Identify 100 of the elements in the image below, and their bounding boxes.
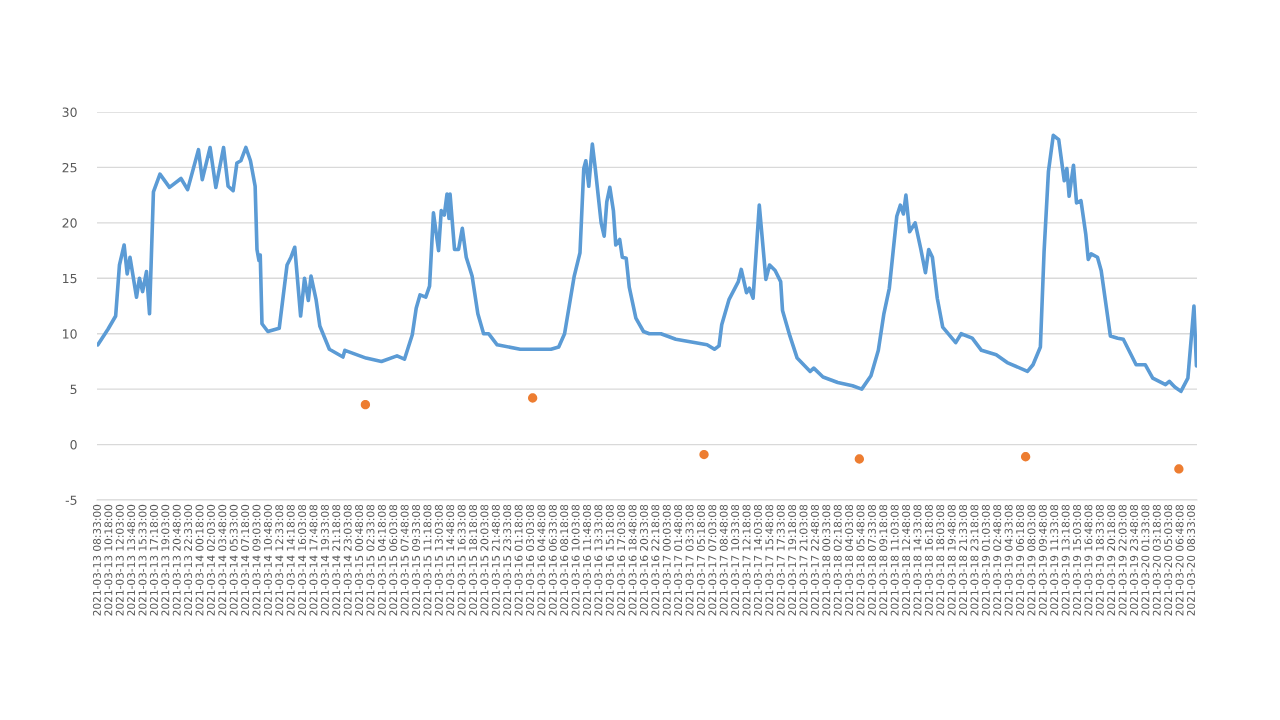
x-tick-label: 2021-03-18 16:18:08 — [924, 504, 933, 616]
x-tick-label: 2021-03-16 15:18:08 — [605, 504, 614, 616]
x-tick-label: 2021-03-18 09:18:08 — [879, 504, 888, 616]
x-tick-label: 2021-03-15 13:03:08 — [434, 504, 443, 616]
x-tick-label: 2021-03-18 05:48:08 — [856, 504, 865, 616]
x-tick-label: 2021-03-16 17:03:08 — [617, 504, 626, 616]
x-tick-label: 2021-03-13 13:48:00 — [127, 504, 136, 616]
x-tick-label: 2021-03-16 13:33:08 — [594, 504, 603, 616]
x-tick-label: 2021-03-14 19:33:08 — [320, 504, 329, 616]
x-tick-label: 2021-03-16 04:48:08 — [537, 504, 546, 616]
x-tick-label: 2021-03-18 12:48:08 — [902, 504, 911, 616]
x-tick-label: 2021-03-20 06:48:08 — [1175, 504, 1184, 616]
x-tick-label: 2021-03-18 11:03:08 — [890, 504, 899, 616]
x-tick-label: 2021-03-16 22:18:08 — [651, 504, 660, 616]
x-tick-label: 2021-03-14 05:33:00 — [229, 504, 238, 616]
y-tick-label: 10 — [63, 329, 77, 339]
x-tick-label: 2021-03-13 15:33:00 — [138, 504, 147, 616]
x-tick-label: 2021-03-18 18:03:08 — [936, 504, 945, 616]
x-tick-label: 2021-03-13 22:33:00 — [184, 504, 193, 616]
x-tick-label: 2021-03-20 08:33:08 — [1186, 504, 1195, 616]
y-tick-label: 0 — [70, 440, 77, 450]
y-tick-label: 15 — [63, 273, 77, 284]
y-tick-label: 30 — [62, 107, 77, 117]
line-series — [97, 133, 1197, 394]
x-tick-label: 2021-03-13 10:18:00 — [104, 504, 113, 616]
x-tick-label: 2021-03-17 00:03:08 — [662, 504, 671, 616]
x-tick-label: 2021-03-14 07:18:00 — [241, 504, 250, 616]
x-tick-label: 2021-03-15 09:33:08 — [412, 504, 421, 616]
x-tick-label: 2021-03-15 14:48:08 — [446, 504, 455, 616]
x-tick-label: 2021-03-17 10:33:08 — [731, 504, 740, 616]
y-tick-label: -5 — [65, 495, 77, 505]
x-tick-label: 2021-03-17 15:48:08 — [765, 504, 774, 616]
x-tick-label: 2021-03-18 19:48:08 — [947, 504, 956, 616]
x-tick-label: 2021-03-15 18:18:08 — [469, 504, 477, 616]
x-tick-label: 2021-03-15 20:03:08 — [480, 504, 489, 616]
x-tick-label: 2021-03-18 14:33:08 — [913, 504, 922, 616]
x-tick-label: 2021-03-19 01:03:08 — [981, 504, 990, 616]
x-tick-label: 2021-03-14 10:48:00 — [263, 504, 272, 616]
x-tick-label: 2021-03-16 08:18:08 — [560, 504, 569, 616]
x-tick-label: 2021-03-15 16:33:08 — [457, 504, 466, 616]
x-tick-label: 2021-03-17 19:18:08 — [788, 504, 797, 616]
point — [854, 454, 865, 464]
x-tick-label: 2021-03-18 21:33:08 — [959, 504, 968, 616]
x-tick-label: 2021-03-13 19:03:00 — [161, 504, 170, 616]
x-tick-label: 2021-03-17 12:18:08 — [742, 504, 751, 616]
x-tick-label: 2021-03-17 22:48:08 — [810, 504, 819, 616]
x-tick-label: 2021-03-14 12:33:08 — [275, 504, 284, 616]
x-tick-label: 2021-03-16 06:33:08 — [548, 504, 557, 616]
x-tick-label: 2021-03-19 23:48:08 — [1130, 504, 1138, 616]
x-tick-label: 2021-03-17 05:18:08 — [696, 504, 705, 616]
x-tick-label: 2021-03-17 17:33:08 — [776, 504, 785, 616]
x-tick-label: 2021-03-18 07:33:08 — [867, 504, 876, 616]
x-tick-label: 2021-03-16 03:03:08 — [526, 504, 534, 616]
x-tick-label: 2021-03-15 11:18:08 — [423, 504, 432, 616]
x-tick-label: 2021-03-14 03:48:00 — [218, 504, 227, 616]
x-tick-label: 2021-03-18 00:33:08 — [822, 504, 831, 616]
x-tick-label: 2021-03-16 18:48:08 — [628, 504, 637, 616]
x-tick-label: 2021-03-17 07:03:08 — [708, 504, 717, 616]
x-tick-label: 2021-03-14 21:18:08 — [332, 504, 341, 616]
x-tick-label: 2021-03-20 03:18:08 — [1152, 504, 1161, 616]
x-tick-label: 2021-03-17 08:48:08 — [719, 504, 728, 616]
x-tick-label: 2021-03-14 14:18:08 — [286, 504, 295, 616]
x-tick-label: 2021-03-18 02:18:08 — [833, 504, 842, 616]
x-tick-label: 2021-03-16 01:18:08 — [514, 504, 523, 616]
x-tick-label: 2021-03-15 21:48:08 — [491, 504, 500, 616]
x-tick-label: 2021-03-16 11:48:08 — [582, 504, 591, 616]
x-tick-label: 2021-03-15 06:03:08 — [389, 504, 398, 616]
point — [360, 400, 371, 410]
x-tick-label: 2021-03-15 02:33:08 — [366, 504, 375, 616]
x-tick-label: 2021-03-17 01:48:08 — [674, 504, 683, 616]
x-tick-label: 2021-03-19 16:48:08 — [1084, 504, 1093, 616]
point — [1174, 464, 1184, 474]
x-tick-label: 2021-03-19 08:03:08 — [1027, 504, 1036, 616]
x-tick-label: 2021-03-13 08:33:00 — [92, 504, 101, 616]
x-tick-label: 2021-03-14 00:18:00 — [195, 504, 204, 616]
point — [699, 449, 709, 460]
x-tick-label: 2021-03-19 13:18:08 — [1061, 504, 1070, 616]
x-tick-label: 2021-03-19 20:18:08 — [1107, 504, 1116, 616]
x-tick-label: 2021-03-16 10:03:08 — [571, 504, 580, 616]
x-tick-label: 2021-03-17 03:33:08 — [685, 504, 694, 616]
x-tick-label: 2021-03-17 21:03:08 — [799, 504, 808, 616]
x-tick-label: 2021-03-14 17:48:08 — [309, 504, 318, 616]
x-tick-label: 2021-03-14 16:03:08 — [298, 504, 307, 616]
x-tick-label: 2021-03-20 01:33:08 — [1141, 504, 1150, 616]
x-tick-label: 2021-03-19 06:18:08 — [1016, 504, 1025, 616]
y-tick-label: 25 — [62, 162, 77, 173]
x-tick-label: 2021-03-15 04:18:08 — [377, 504, 386, 616]
x-tick-label: 2021-03-14 23:03:08 — [343, 504, 352, 616]
y-tick-label: 20 — [62, 218, 77, 228]
x-tick-label: 2021-03-20 05:03:08 — [1164, 504, 1173, 616]
x-tick-label: 2021-03-18 04:03:08 — [845, 504, 854, 616]
x-tick-label: 2021-03-16 20:33:08 — [639, 504, 648, 616]
x-tick-label: 2021-03-19 02:48:08 — [993, 504, 1002, 616]
x-tick-label: 2021-03-13 12:03:00 — [115, 504, 124, 616]
x-tick-label: 2021-03-19 18:33:08 — [1095, 504, 1104, 616]
x-tick-label: 2021-03-18 23:18:08 — [970, 504, 979, 616]
x-tick-label: 2021-03-19 04:33:08 — [1004, 504, 1013, 616]
x-tick-label: 2021-03-14 09:03:00 — [252, 504, 261, 616]
x-tick-label: 2021-03-15 23:33:08 — [503, 504, 512, 616]
x-tick-label: 2021-03-17 14:03:08 — [753, 504, 762, 616]
